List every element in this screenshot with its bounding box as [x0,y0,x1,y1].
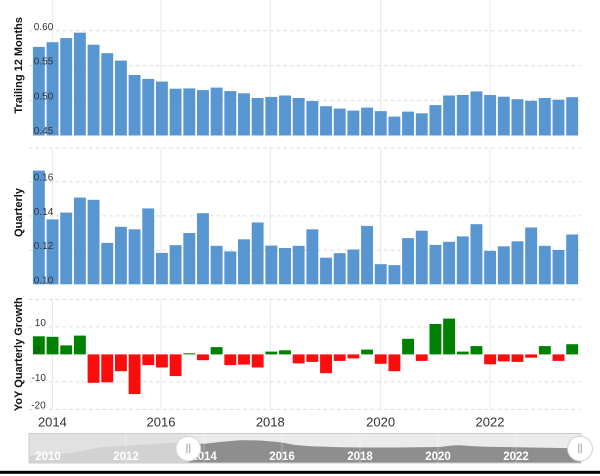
svg-text:2020: 2020 [366,415,395,430]
svg-text:0.45: 0.45 [34,126,54,137]
svg-text:2018: 2018 [347,451,373,463]
svg-text:0.55: 0.55 [34,57,54,68]
svg-text:0: 0 [34,345,40,356]
svg-text:2014: 2014 [38,415,67,430]
svg-text:0.12: 0.12 [34,241,54,252]
svg-text:2018: 2018 [256,415,285,430]
svg-text:0.60: 0.60 [34,22,54,33]
svg-text:2022: 2022 [503,451,529,463]
svg-text:0.50: 0.50 [34,91,54,102]
svg-text:-20: -20 [31,400,46,411]
svg-text:0.16: 0.16 [34,173,54,184]
svg-text:2012: 2012 [113,451,139,463]
svg-text:10: 10 [35,318,47,329]
svg-text:2016: 2016 [269,451,295,463]
svg-text:2022: 2022 [476,415,505,430]
svg-text:YoY Quarterly Growth: YoY Quarterly Growth [13,297,25,411]
svg-text:0.10: 0.10 [34,275,54,286]
svg-text:2010: 2010 [35,451,61,463]
svg-text:2016: 2016 [147,415,176,430]
svg-text:0.14: 0.14 [34,207,54,218]
svg-text:Quarterly: Quarterly [13,187,25,237]
svg-text:2020: 2020 [425,451,451,463]
svg-text:-10: -10 [32,373,47,384]
svg-text:Trailing 12 Months: Trailing 12 Months [13,17,25,114]
